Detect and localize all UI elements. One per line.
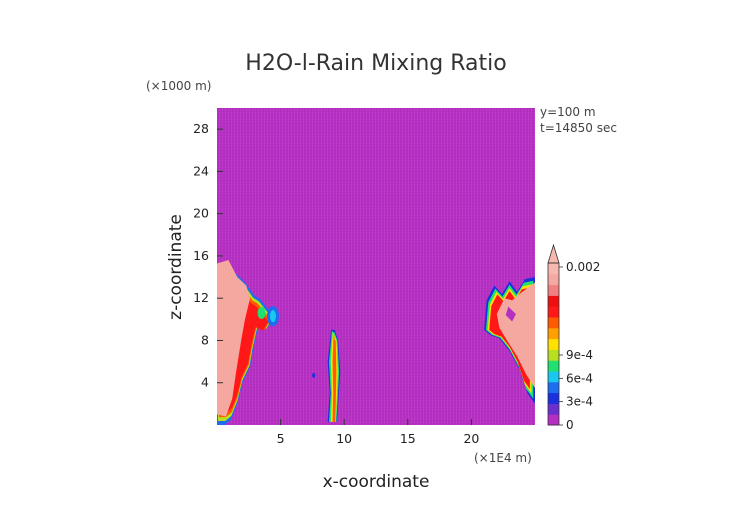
y-tick-label: 20 bbox=[193, 206, 209, 221]
x-units-label: (×1E4 m) bbox=[474, 451, 532, 465]
y-tick-label: 24 bbox=[193, 163, 209, 178]
colorbar-segment bbox=[548, 317, 559, 329]
left-blob-2 bbox=[257, 306, 266, 319]
colorbar-segment bbox=[548, 273, 559, 286]
colorbar-segment bbox=[548, 360, 559, 372]
colorbar-tick-label: 0.002 bbox=[566, 260, 600, 274]
plot-area bbox=[217, 108, 535, 425]
left-shaft-core bbox=[217, 260, 251, 417]
colorbar-segment bbox=[548, 306, 559, 318]
colorbar-segment bbox=[548, 338, 559, 350]
chart-title: H2O-l-Rain Mixing Ratio bbox=[245, 51, 506, 76]
x-axis: 5 10 15 20 bbox=[277, 419, 479, 446]
annotation-t: t=14850 sec bbox=[540, 121, 617, 135]
x-tick-label: 10 bbox=[336, 431, 352, 446]
x-tick-label: 15 bbox=[400, 431, 416, 446]
y-tick-label: 28 bbox=[193, 121, 209, 136]
left-blob-core bbox=[269, 310, 276, 323]
x-tick-label: 5 bbox=[277, 431, 285, 446]
center-speck bbox=[312, 372, 316, 378]
colorbar-segment bbox=[548, 327, 559, 340]
annotation-y: y=100 m bbox=[540, 105, 596, 119]
colorbar-tick-label: 9e-4 bbox=[566, 348, 593, 362]
x-tick-label: 20 bbox=[463, 431, 479, 446]
colorbar-segment bbox=[548, 403, 559, 415]
x-axis-label: x-coordinate bbox=[323, 472, 430, 492]
colorbar-segment bbox=[548, 284, 559, 296]
colorbar-segment bbox=[548, 392, 559, 404]
colorbar-segment bbox=[548, 371, 559, 383]
colorbar-segment bbox=[548, 414, 559, 426]
y-axis-label: z-coordinate bbox=[166, 214, 186, 320]
y-tick-label: 8 bbox=[201, 332, 209, 347]
colorbar-frame bbox=[547, 262, 560, 426]
colorbar-segment bbox=[548, 295, 559, 307]
y-tick-label: 16 bbox=[193, 248, 209, 263]
colorbar-segment bbox=[548, 263, 559, 275]
center-column-orange bbox=[332, 333, 337, 422]
colorbar-tick-label: 0 bbox=[566, 418, 574, 432]
y-axis: 4 8 12 16 20 24 28 bbox=[193, 121, 223, 390]
colorbar-tick-label: 3e-4 bbox=[566, 395, 593, 409]
y-tick-label: 4 bbox=[201, 375, 209, 390]
y-units-label: (×1000 m) bbox=[146, 79, 211, 93]
colorbar-segment bbox=[548, 349, 559, 361]
colorbar: 0 3e-4 6e-4 9e-4 0.002 bbox=[547, 243, 600, 432]
colorbar-tick-label: 6e-4 bbox=[566, 371, 593, 385]
rain-features bbox=[217, 260, 535, 425]
right-shaft-gap bbox=[505, 306, 516, 322]
right-shaft-core bbox=[496, 282, 535, 389]
colorbar-segment bbox=[548, 381, 559, 394]
colorbar-extend-arrow bbox=[547, 243, 560, 264]
y-tick-label: 12 bbox=[193, 290, 209, 305]
